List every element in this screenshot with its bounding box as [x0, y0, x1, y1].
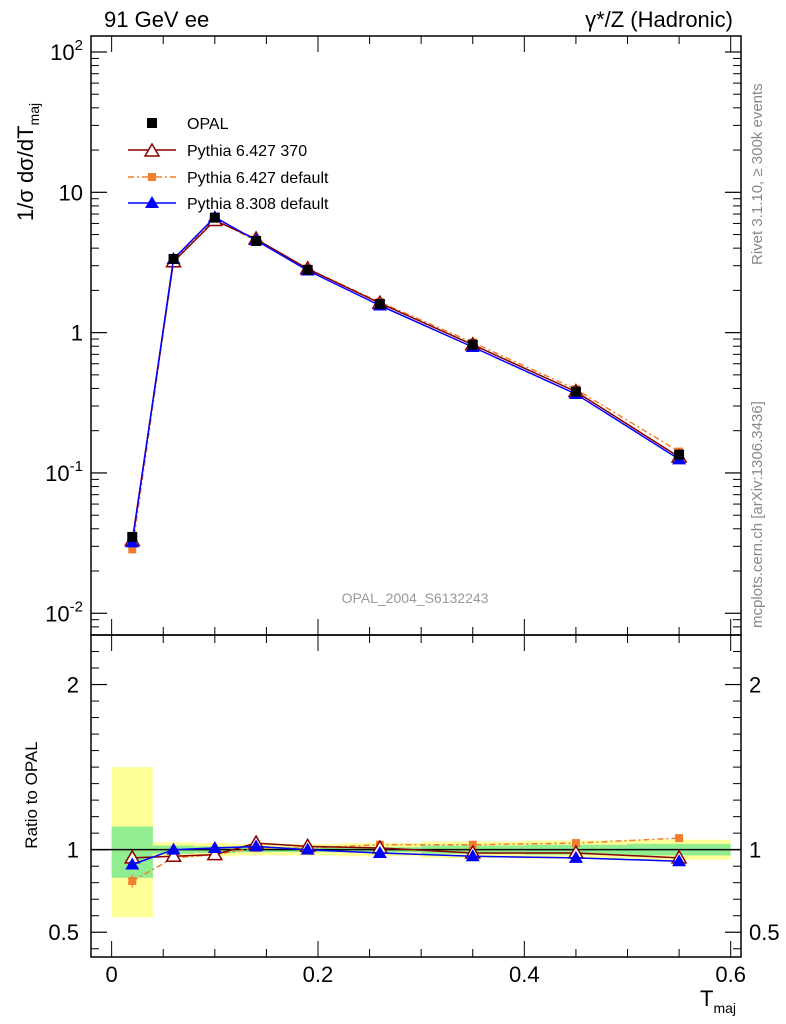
legend-marker-opal — [147, 118, 157, 128]
legend-marker-py6-default — [148, 173, 156, 181]
x-axis-label: Tmaj — [700, 986, 736, 1016]
ratio-point-py8-default-0 — [125, 857, 140, 870]
header-left-label: 91 GeV ee — [104, 7, 209, 32]
main-point-data-4 — [302, 264, 313, 275]
main-line-py6-default — [131, 218, 680, 550]
main-point-data-1 — [168, 253, 179, 264]
ratio-ytick-label-right-2: 2 — [749, 673, 761, 698]
ratio-point-py6-default-8 — [675, 834, 684, 843]
main-ytick-label-1: 10-1 — [45, 458, 83, 486]
main-y-axis-label: 1/σ dσ/dTmaj — [13, 103, 42, 221]
x-tick-label-1: 0.2 — [303, 962, 334, 987]
ratio-point-py8-default-5 — [372, 845, 387, 858]
ratio-point-py6-default-0 — [128, 877, 137, 886]
mcplots-label: mcplots.cern.ch [arXiv:1306.3436] — [749, 401, 766, 628]
rivet-label: Rivet 3.1.10, ≥ 300k events — [749, 83, 766, 265]
ratio-point-py6-370-2 — [206, 846, 224, 861]
ratio-y-axis-label: Ratio to OPAL — [22, 741, 41, 848]
ratio-point-py8-default-3 — [249, 839, 264, 852]
x-tick-label-2: 0.4 — [509, 962, 540, 987]
ratio-point-py8-default-4 — [300, 842, 315, 855]
analysis-id-label: OPAL_2004_S6132243 — [342, 590, 489, 606]
ratio-axes: 0.5 0.5 1 1 2 2 0 0.2 0.4 0.6 — [48, 635, 780, 987]
ratio-point-py8-default-7 — [568, 850, 583, 863]
main-point-py6-default-0 — [128, 545, 137, 554]
ratio-ytick-label-2: 2 — [67, 673, 79, 698]
ratio-point-py8-default-2 — [207, 841, 222, 854]
main-line-py8-default — [131, 216, 680, 543]
ratio-series — [123, 834, 688, 888]
ratio-point-py8-default-8 — [672, 854, 687, 867]
ratio-uncertainty-bands — [111, 767, 731, 918]
main-ytick-label-4: 102 — [50, 37, 83, 65]
main-axes: 10-2 10-1 1 10 102 — [45, 36, 741, 636]
ratio-ytick-label-right-0: 0.5 — [749, 920, 780, 945]
legend-label-py8-default: Pythia 8.308 default — [187, 196, 329, 213]
main-point-data-7 — [570, 386, 581, 397]
ratio-ytick-label-1: 1 — [67, 838, 79, 863]
legend-label-py6-default: Pythia 6.427 default — [187, 170, 329, 187]
legend: OPAL Pythia 6.427 370 Pythia 6.427 defau… — [128, 116, 329, 213]
main-ytick-label-2: 1 — [71, 321, 83, 346]
ratio-point-py8-default-6 — [465, 849, 480, 862]
ratio-point-py6-default-7 — [571, 839, 580, 848]
main-line-py6-370 — [131, 219, 680, 541]
ratio-ytick-label-0: 0.5 — [48, 920, 79, 945]
ratio-point-py6-370-1 — [165, 847, 182, 863]
main-point-data-8 — [674, 449, 685, 460]
main-ytick-label-0: 10-2 — [45, 598, 83, 626]
ratio-frame — [90, 634, 742, 958]
legend-label-opal: OPAL — [187, 116, 229, 133]
x-tick-label-3: 0.6 — [715, 962, 746, 987]
main-ytick-label-3: 10 — [59, 180, 83, 205]
legend-marker-py6-370 — [143, 142, 161, 157]
main-series — [123, 210, 688, 554]
ratio-point-py8-default-1 — [166, 842, 181, 855]
main-point-data-2 — [209, 212, 220, 223]
main-point-data-6 — [467, 339, 478, 350]
ratio-ytick-label-right-1: 1 — [749, 838, 761, 863]
legend-label-py6-370: Pythia 6.427 370 — [187, 143, 307, 160]
main-point-data-3 — [251, 235, 262, 246]
legend-marker-py8-default — [145, 196, 159, 208]
main-point-data-5 — [374, 298, 385, 309]
header-right-label: γ*/Z (Hadronic) — [585, 7, 733, 32]
x-tick-label-0: 0 — [106, 962, 118, 987]
main-point-data-0 — [127, 531, 138, 542]
